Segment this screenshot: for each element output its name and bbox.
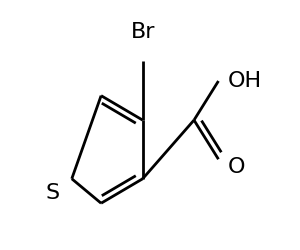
Text: O: O [228, 156, 246, 176]
Text: Br: Br [130, 22, 155, 42]
Text: S: S [45, 184, 59, 204]
Text: OH: OH [228, 71, 262, 91]
